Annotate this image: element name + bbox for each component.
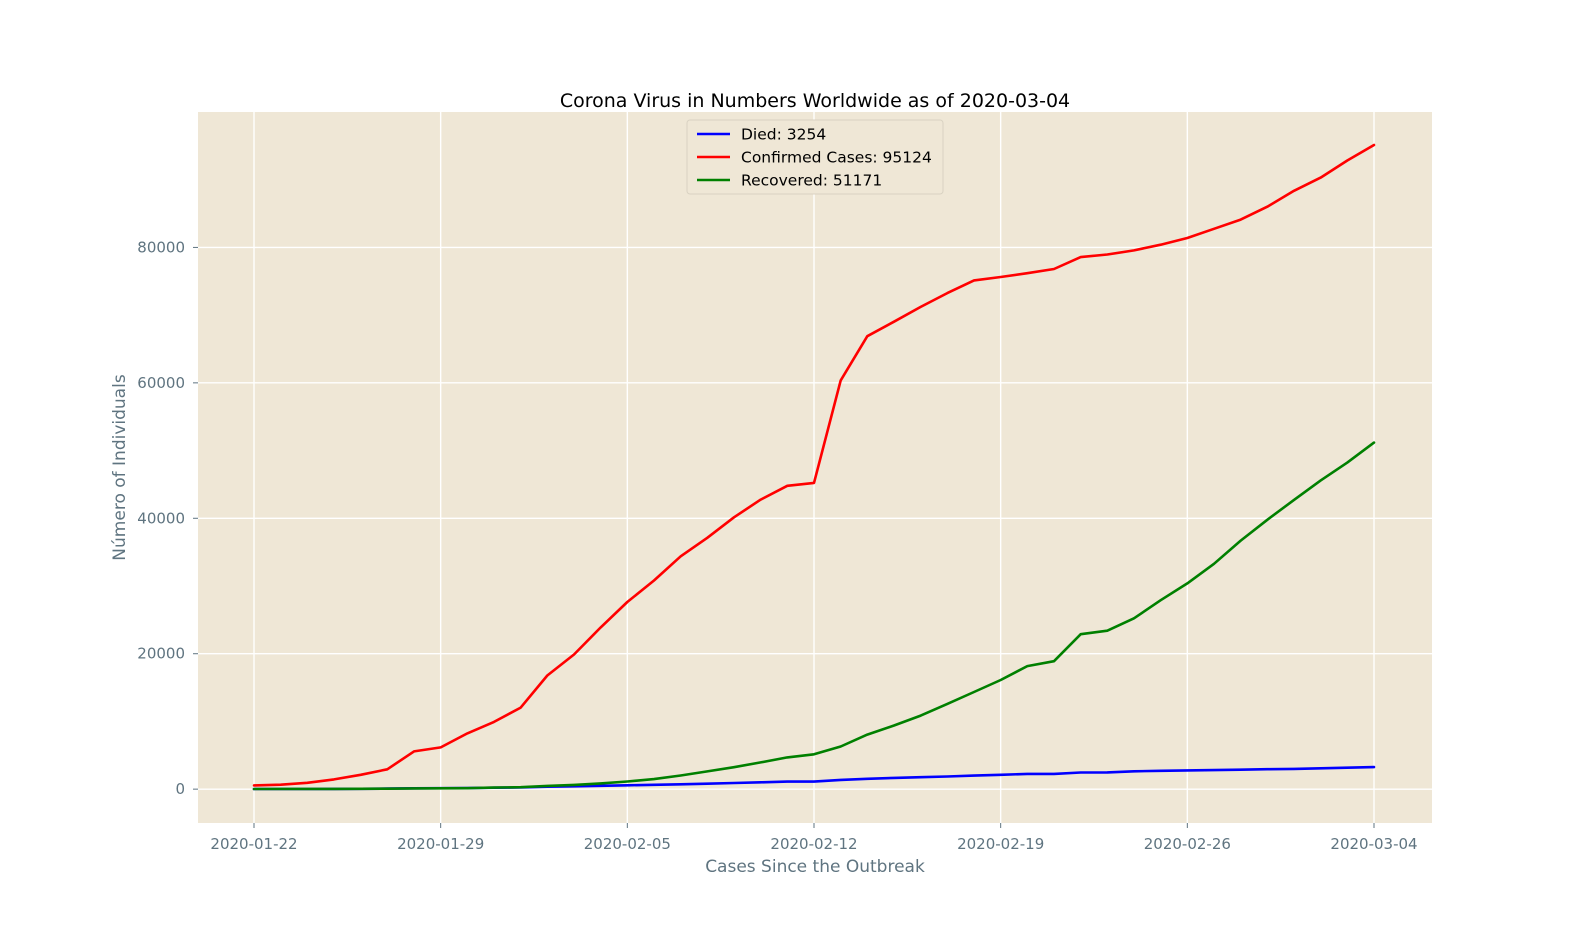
axis-ticks: 0 20000 40000 60000 80000 2020-01-22 2020-01-2… bbox=[137, 238, 1417, 853]
legend: Died: 3254 Confirmed Cases: 95124 Recovere… bbox=[686, 119, 944, 195]
y-axis-label: Número of Individuals bbox=[110, 374, 130, 561]
x-tick-label: 2020-02-19 bbox=[957, 835, 1044, 853]
x-tick-label: 2020-03-04 bbox=[1330, 835, 1417, 853]
x-tick-label: 2020-01-29 bbox=[397, 835, 484, 853]
y-tick-label: 20000 bbox=[137, 645, 185, 663]
legend-label-recovered: Recovered: 51171 bbox=[741, 172, 882, 190]
y-tick-label: 0 bbox=[175, 780, 185, 798]
x-axis-label: Cases Since the Outbreak bbox=[705, 857, 925, 877]
series-line-recovered bbox=[252, 441, 1376, 791]
plot-area bbox=[198, 112, 1432, 823]
x-tick-label: 2020-01-22 bbox=[210, 835, 297, 853]
grid-lines bbox=[198, 112, 1432, 823]
series-lines bbox=[252, 143, 1376, 791]
x-tick-label: 2020-02-26 bbox=[1144, 835, 1231, 853]
x-tick-label: 2020-02-05 bbox=[584, 835, 671, 853]
legend-label-died: Died: 3254 bbox=[741, 126, 826, 144]
x-tick-label: 2020-02-12 bbox=[770, 835, 857, 853]
y-tick-label: 40000 bbox=[137, 509, 185, 527]
y-tick-label: 80000 bbox=[137, 238, 185, 256]
series-line-confirmed-cases bbox=[252, 143, 1376, 787]
legend-label-confirmed-cases: Confirmed Cases: 95124 bbox=[741, 149, 932, 167]
chart-title: Corona Virus in Numbers Worldwide as of … bbox=[560, 90, 1070, 112]
legend-frame bbox=[686, 119, 944, 195]
y-tick-label: 60000 bbox=[137, 374, 185, 392]
